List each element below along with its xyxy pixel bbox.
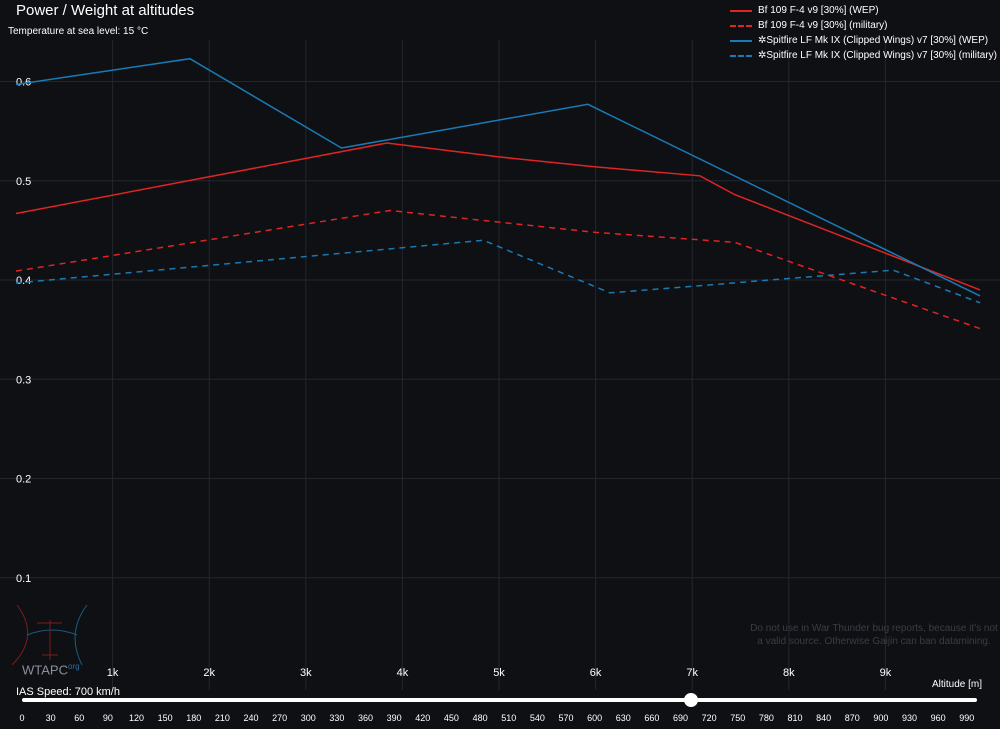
legend-swatch	[730, 9, 752, 12]
legend-swatch	[730, 24, 752, 27]
y-tick-label: 0.4	[16, 275, 31, 287]
ias-speed-slider-thumb[interactable]	[683, 693, 698, 707]
logo-text: WTAPCorg	[22, 662, 80, 678]
slider-tick-label: 150	[157, 713, 173, 723]
y-tick-label: 0.6	[16, 77, 31, 89]
legend-label: Bf 109 F-4 v9 [30%] (WEP)	[758, 5, 879, 16]
slider-tick-label: 210	[214, 713, 230, 723]
legend-item[interactable]: ✲Spitfire LF Mk IX (Clipped Wings) v7 [3…	[730, 48, 997, 63]
slider-tick-label: 900	[873, 713, 889, 723]
legend-label: ✲Spitfire LF Mk IX (Clipped Wings) v7 [3…	[758, 35, 989, 46]
slider-tick-label: 180	[186, 713, 202, 723]
slider-tick-label: 690	[672, 713, 688, 723]
slider-tick-label: 570	[558, 713, 574, 723]
slider-tick-label: 660	[644, 713, 660, 723]
slider-tick-label: 870	[844, 713, 860, 723]
slider-tick-label: 960	[930, 713, 946, 723]
slider-tick-label: 330	[329, 713, 345, 723]
slider-tick-label: 720	[701, 713, 717, 723]
slider-tick-label: 60	[74, 713, 85, 723]
legend: Bf 109 F-4 v9 [30%] (WEP) Bf 109 F-4 v9 …	[730, 3, 997, 63]
slider-tick-label: 90	[102, 713, 113, 723]
temperature-label: Temperature at sea level: 15 °C	[8, 26, 149, 37]
slider-tick-label: 840	[816, 713, 832, 723]
slider-tick-label: 360	[358, 713, 374, 723]
slider-tick-label: 990	[959, 713, 975, 723]
slider-tick-label: 240	[243, 713, 259, 723]
warning-text: Do not use in War Thunder bug reports, b…	[750, 623, 998, 647]
slider-tick-label: 600	[587, 713, 603, 723]
legend-label: ✲Spitfire LF Mk IX (Clipped Wings) v7 [3…	[758, 50, 997, 61]
x-tick-label: 3k	[300, 667, 312, 679]
legend-label: Bf 109 F-4 v9 [30%] (military)	[758, 20, 888, 31]
wtapc-logo	[11, 604, 92, 680]
x-tick-label: 7k	[686, 667, 698, 679]
x-tick-label: 5k	[493, 667, 505, 679]
y-tick-label: 0.1	[16, 573, 31, 585]
slider-tick-label: 540	[529, 713, 545, 723]
x-tick-label: 6k	[590, 667, 602, 679]
ias-speed-label: IAS Speed: 700 km/h	[16, 686, 120, 698]
y-tick-label: 0.3	[16, 374, 31, 386]
legend-item[interactable]: Bf 109 F-4 v9 [30%] (military)	[730, 18, 997, 33]
y-tick-label: 0.2	[16, 474, 31, 486]
slider-tick-label: 120	[129, 713, 145, 723]
slider-tick-label: 450	[443, 713, 459, 723]
slider-tick-label: 30	[45, 713, 56, 723]
series-line	[15, 142, 981, 291]
slider-tick-label: 630	[615, 713, 631, 723]
x-tick-label: 9k	[880, 667, 892, 679]
legend-swatch	[730, 39, 752, 42]
x-tick-label: 1k	[107, 667, 119, 679]
legend-item[interactable]: Bf 109 F-4 v9 [30%] (WEP)	[730, 3, 997, 18]
slider-tick-label: 480	[472, 713, 488, 723]
slider-tick-label: 270	[272, 713, 288, 723]
series-line	[15, 57, 981, 297]
legend-swatch	[730, 54, 752, 57]
x-tick-label: 8k	[783, 667, 795, 679]
slider-tick-label: 780	[758, 713, 774, 723]
slider-tick-label: 510	[501, 713, 517, 723]
slider-tick-label: 0	[19, 713, 25, 723]
y-tick-label: 0.5	[16, 176, 31, 188]
x-tick-label: 4k	[397, 667, 409, 679]
slider-tick-label: 390	[386, 713, 402, 723]
legend-item[interactable]: ✲Spitfire LF Mk IX (Clipped Wings) v7 [3…	[730, 33, 997, 48]
x-tick-label: 2k	[203, 667, 215, 679]
slider-tick-label: 810	[787, 713, 803, 723]
series-line	[15, 209, 981, 330]
slider-tick-label: 420	[415, 713, 431, 723]
ias-speed-slider-track[interactable]	[22, 698, 977, 702]
x-axis-label: Altitude [m]	[932, 679, 983, 690]
chart-title: Power / Weight at altitudes	[16, 2, 195, 19]
slider-tick-label: 930	[902, 713, 918, 723]
slider-tick-label: 300	[300, 713, 316, 723]
slider-tick-label: 750	[730, 713, 746, 723]
series-line	[15, 239, 981, 304]
